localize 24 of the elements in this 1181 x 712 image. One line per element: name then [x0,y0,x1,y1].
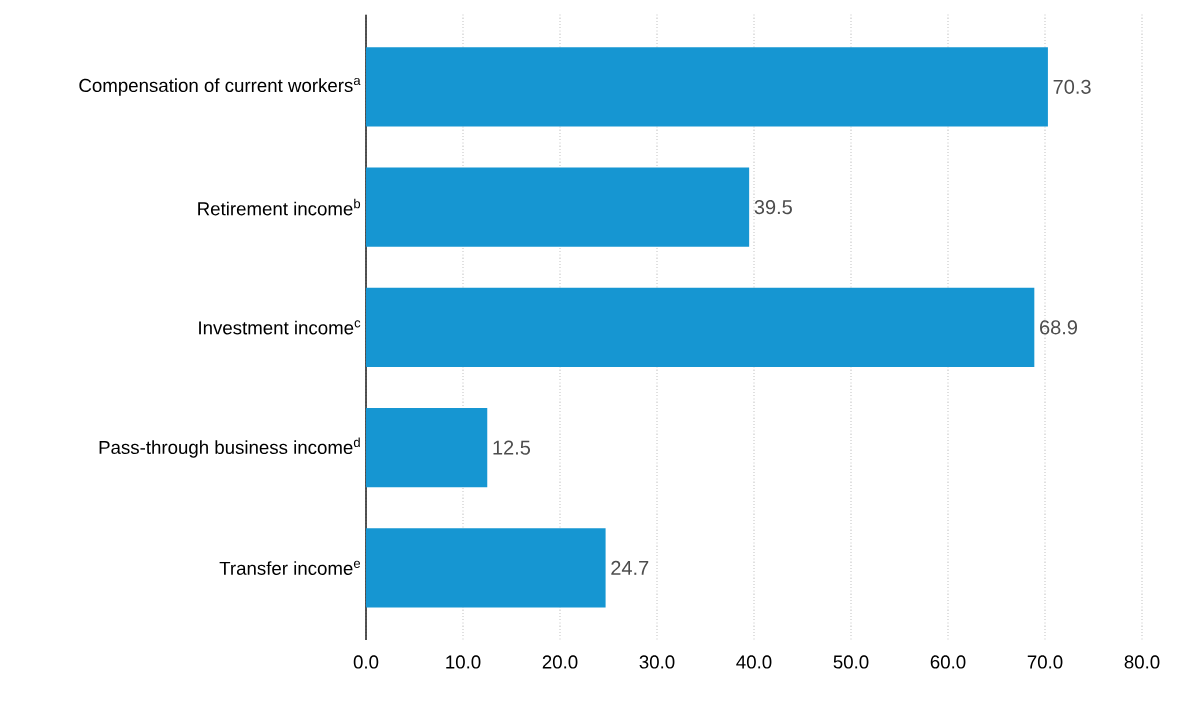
x-tick-label: 40.0 [736,655,772,669]
y-tick-label: Compensation of current workers$^{a}$ [79,77,361,96]
bar [366,287,1035,368]
x-tick-label: 0.0 [353,655,379,669]
x-tick-label: 30.0 [639,655,675,669]
y-tick-label: Retirement income$^{b}$ [198,198,361,216]
x-tick-label: 70.0 [1027,655,1063,669]
bar [366,407,488,488]
data-label: 12.5 [493,440,531,455]
data-label: 68.9 [1040,320,1077,335]
x-tick-label: 20.0 [542,655,578,669]
y-tick-label: Transfer income$^{e}$ [219,560,361,575]
bar [366,47,1048,127]
data-label: 39.5 [754,199,792,215]
data-label: 24.7 [611,560,649,575]
y-tick-label: Investment income$^{c}$ [199,320,361,335]
bar [366,528,606,608]
x-tick-label: 50.0 [833,655,869,669]
y-tick-label: Pass-through business income$^{d}$ [99,437,360,458]
data-label: 70.3 [1053,79,1091,94]
x-tick-label: 10.0 [446,655,481,669]
x-tick-label: 60.0 [930,655,966,669]
x-tick-label: 80.0 [1124,655,1160,669]
bar [366,167,750,247]
